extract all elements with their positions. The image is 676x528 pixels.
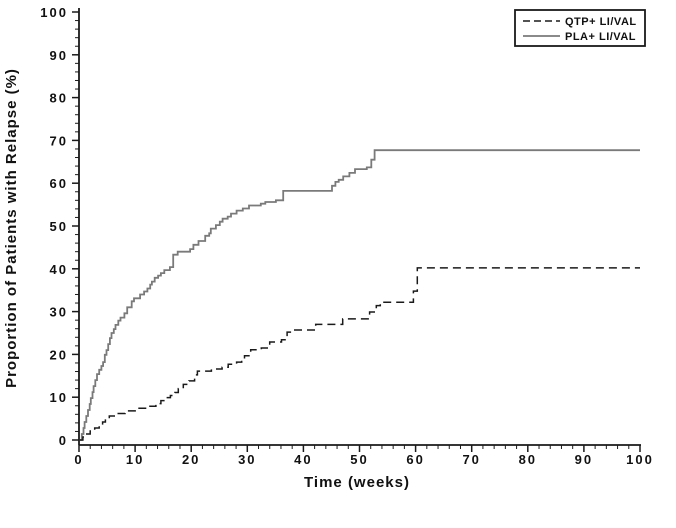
x-axis-title: Time (weeks) xyxy=(304,474,410,491)
y-tick-label: 50 xyxy=(50,219,68,234)
x-tick-label: 10 xyxy=(126,452,144,467)
legend-label-qtp: QTP+ LI/VAL xyxy=(565,16,637,28)
x-tick-label: 70 xyxy=(462,452,480,467)
y-tick-label: 70 xyxy=(50,133,68,148)
x-tick-label: 90 xyxy=(575,452,593,467)
x-tick-label: 20 xyxy=(182,452,200,467)
legend: QTP+ LI/VAL PLA+ LI/VAL xyxy=(514,9,646,47)
axes: 0 10 20 30 40 50 60 70 80 90 100 0 10 20 30 40 50 60 70 80 9… xyxy=(40,5,654,467)
legend-box xyxy=(514,9,646,47)
x-tick-label: 50 xyxy=(350,452,368,467)
y-tick-label: 30 xyxy=(50,305,68,320)
y-tick-label: 40 xyxy=(50,262,68,277)
series-qtp-line xyxy=(79,267,640,441)
series-pla-line xyxy=(79,149,640,441)
x-tick-label: 0 xyxy=(74,452,83,467)
x-tick-label: 80 xyxy=(519,452,537,467)
y-axis-title: Proportion of Patients with Relapse (%) xyxy=(3,68,20,388)
x-tick-label: 40 xyxy=(294,452,312,467)
y-tick-label: 10 xyxy=(50,390,68,405)
y-tick-label: 60 xyxy=(50,176,68,191)
x-tick-label: 100 xyxy=(626,452,654,467)
x-tick-label: 60 xyxy=(406,452,424,467)
legend-label-pla: PLA+ LI/VAL xyxy=(565,31,636,43)
x-tick-label: 30 xyxy=(238,452,256,467)
y-tick-label: 80 xyxy=(50,91,68,106)
y-tick-label: 0 xyxy=(59,433,68,448)
y-tick-label: 100 xyxy=(40,5,68,20)
y-tick-label: 20 xyxy=(50,347,68,362)
y-tick-label: 90 xyxy=(50,48,68,63)
